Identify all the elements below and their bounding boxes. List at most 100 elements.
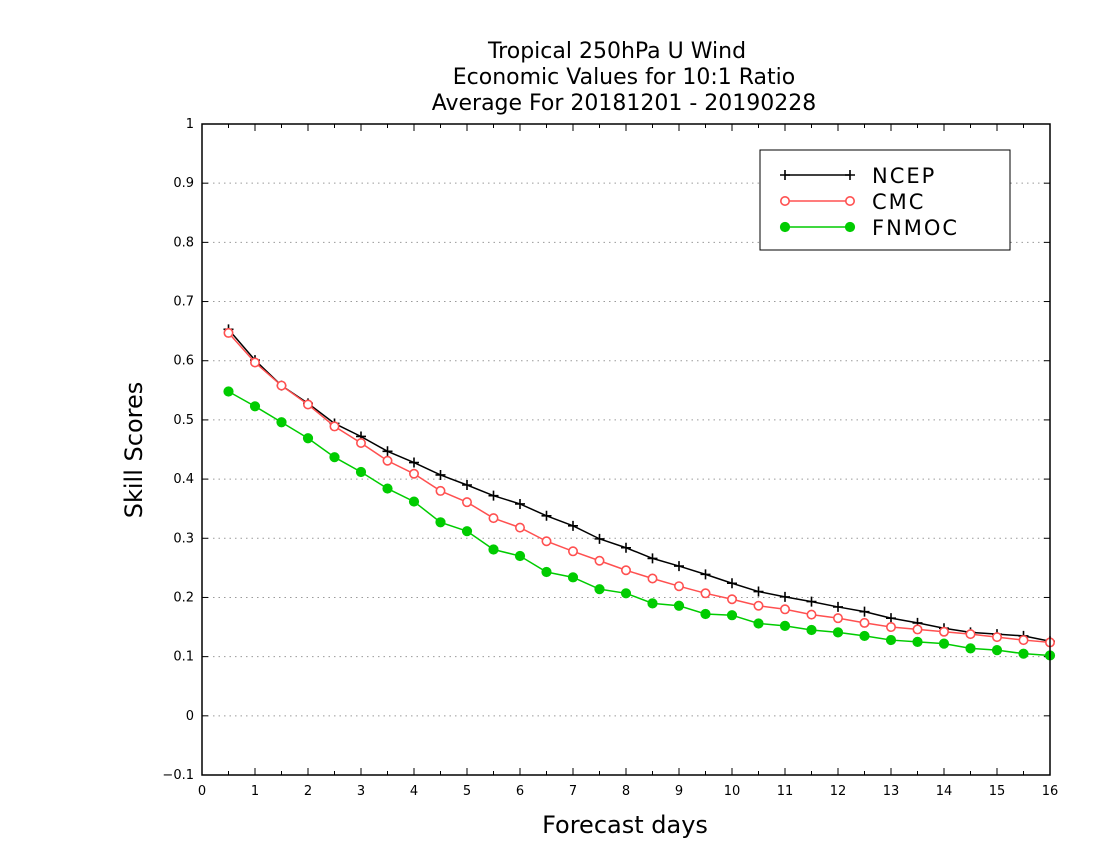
- legend-marker: [780, 170, 790, 180]
- data-point-ncep: [806, 596, 817, 607]
- data-point-ncep: [674, 561, 684, 572]
- legend-marker: [845, 170, 855, 180]
- data-point-cmc: [567, 546, 578, 557]
- data-point-ncep: [753, 586, 764, 597]
- data-point-fnmoc: [567, 572, 579, 583]
- data-point-cmc: [488, 513, 499, 524]
- data-point-cmc: [541, 536, 552, 547]
- legend-label: NCEP: [872, 164, 936, 188]
- data-point-fnmoc: [700, 608, 711, 620]
- x-tick-label: 0: [198, 784, 206, 799]
- series-fnmoc: [223, 386, 1056, 661]
- data-point-cmc: [302, 399, 313, 410]
- data-point-cmc: [700, 588, 711, 599]
- data-point-ncep: [435, 469, 446, 480]
- x-tick-label: 16: [1042, 784, 1059, 799]
- data-point-fnmoc: [726, 610, 738, 621]
- data-point-fnmoc: [355, 466, 367, 478]
- data-point-cmc: [991, 632, 1002, 643]
- data-point-cmc: [594, 555, 605, 566]
- data-point-ncep: [409, 457, 419, 468]
- legend-marker: [844, 196, 855, 207]
- data-point-cmc: [355, 437, 366, 448]
- series-cmc: [223, 327, 1056, 648]
- title-line-3: Average For 20181201 - 20190228: [432, 91, 817, 116]
- data-point-cmc: [779, 604, 790, 615]
- data-point-fnmoc: [620, 588, 632, 599]
- data-point-fnmoc: [885, 634, 897, 646]
- y-tick-label: 0.9: [173, 176, 194, 191]
- data-point-fnmoc: [541, 566, 552, 578]
- data-point-fnmoc: [859, 630, 870, 642]
- data-point-ncep: [833, 601, 843, 612]
- data-point-fnmoc: [779, 620, 791, 631]
- y-axis-label: Skill Scores: [120, 382, 148, 519]
- data-point-fnmoc: [991, 645, 1003, 656]
- data-point-fnmoc: [302, 433, 314, 444]
- y-tick-label: 0.1: [173, 650, 194, 665]
- series-ncep: [223, 324, 1055, 647]
- title-line-2: Economic Values for 10:1 Ratio: [453, 65, 795, 90]
- data-point-fnmoc: [594, 584, 605, 595]
- data-point-ncep: [886, 613, 896, 624]
- grid: [202, 182, 1050, 717]
- data-point-cmc: [329, 421, 340, 432]
- data-point-fnmoc: [806, 624, 817, 636]
- chart-title: Tropical 250hPa U Wind Economic Values f…: [432, 39, 817, 116]
- data-point-ncep: [700, 569, 711, 580]
- data-point-fnmoc: [223, 386, 234, 397]
- plot-frame: [201, 123, 1051, 776]
- series-lines: [223, 324, 1056, 661]
- legend-item-fnmoc: FNMOC: [779, 216, 957, 240]
- data-point-fnmoc: [514, 550, 526, 562]
- data-point-cmc: [1018, 635, 1029, 646]
- x-tick-label: 8: [622, 784, 630, 799]
- data-point-ncep: [859, 606, 870, 617]
- data-point-fnmoc: [488, 544, 499, 555]
- y-tick-label: 0: [186, 709, 194, 724]
- data-point-ncep: [541, 510, 552, 521]
- x-tick-label: 12: [830, 784, 847, 799]
- y-tick-label: 0.4: [173, 472, 194, 487]
- data-point-fnmoc: [912, 636, 923, 647]
- x-tick-label: 15: [989, 784, 1006, 799]
- legend-item-cmc: CMC: [779, 190, 925, 214]
- data-point-cmc: [620, 565, 631, 576]
- data-point-fnmoc: [461, 526, 473, 537]
- data-point-ncep: [488, 490, 499, 501]
- legend-label: CMC: [872, 190, 925, 214]
- x-tick-label: 7: [569, 784, 577, 799]
- data-point-cmc: [514, 522, 525, 533]
- data-point-cmc: [726, 594, 737, 605]
- legend-marker: [779, 221, 791, 233]
- data-point-fnmoc: [832, 627, 844, 638]
- data-point-cmc: [753, 600, 764, 611]
- legend-marker: [779, 196, 790, 207]
- data-point-ncep: [462, 480, 472, 491]
- data-point-cmc: [885, 622, 896, 633]
- data-point-fnmoc: [276, 417, 287, 428]
- x-tick-label: 5: [463, 784, 471, 799]
- data-point-cmc: [223, 327, 234, 338]
- y-tick-label: 0.7: [173, 295, 194, 310]
- y-tick-label: 0.5: [173, 413, 194, 428]
- x-tick-label: 11: [777, 784, 794, 799]
- series-line-cmc: [227, 332, 1051, 644]
- data-point-ncep: [515, 498, 525, 509]
- data-point-ncep: [780, 591, 790, 602]
- x-tick-label: 14: [936, 784, 953, 799]
- legend-box: [759, 149, 1011, 251]
- x-tick-label: 10: [724, 784, 741, 799]
- y-axis-ticks: −0.1 0 0.1 0.2 0.3 0.4 0.5 0.6 0.7 0.8 0.9 1: [162, 117, 1050, 783]
- y-tick-label: 0.6: [173, 354, 194, 369]
- data-point-fnmoc: [435, 517, 446, 528]
- data-point-fnmoc: [938, 638, 950, 649]
- data-point-fnmoc: [329, 452, 340, 463]
- data-point-ncep: [727, 578, 737, 589]
- data-point-fnmoc: [249, 401, 261, 412]
- legend-item-ncep: NCEP: [780, 164, 936, 188]
- data-point-fnmoc: [382, 483, 393, 494]
- legend-marker: [844, 221, 856, 233]
